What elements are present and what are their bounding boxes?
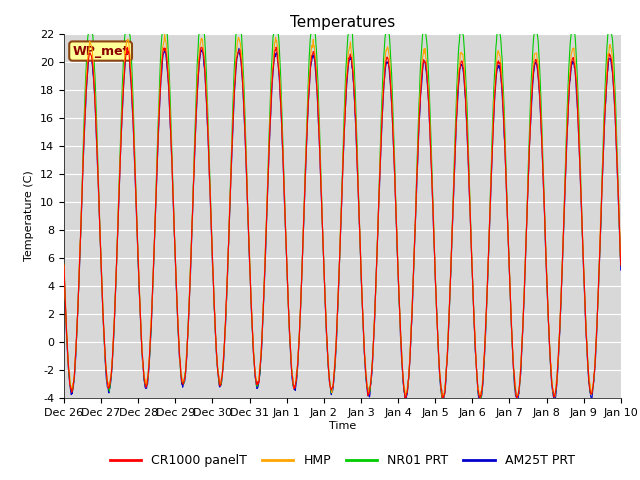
X-axis label: Time: Time [329, 421, 356, 431]
Text: WP_met: WP_met [72, 45, 129, 58]
Legend: CR1000 panelT, HMP, NR01 PRT, AM25T PRT: CR1000 panelT, HMP, NR01 PRT, AM25T PRT [105, 449, 580, 472]
Y-axis label: Temperature (C): Temperature (C) [24, 170, 35, 262]
Title: Temperatures: Temperatures [290, 15, 395, 30]
